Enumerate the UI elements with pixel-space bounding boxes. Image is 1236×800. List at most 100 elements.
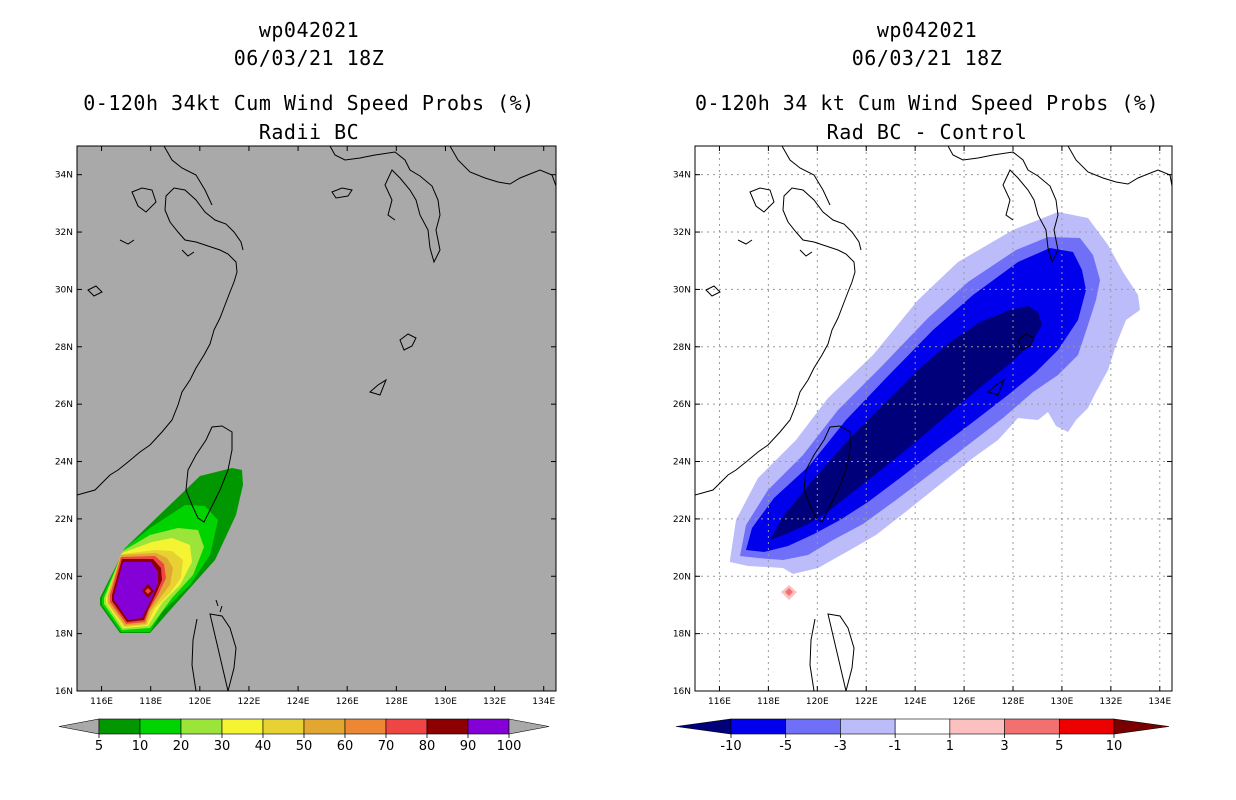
- x-tick-label: 128E: [385, 697, 408, 707]
- colorbar-label: 40: [255, 739, 272, 754]
- y-tick-label: 22N: [673, 515, 691, 525]
- y-tick-label: 24N: [673, 458, 691, 468]
- y-tick-label: 26N: [673, 400, 691, 410]
- colorbar-low-end: [58, 718, 100, 735]
- colorbar-segment: [426, 718, 469, 735]
- colorbar-segment: [949, 718, 1005, 735]
- contour-20: [104, 528, 204, 630]
- y-tick-label: 32N: [55, 228, 73, 238]
- colorbar-segment: [785, 718, 841, 735]
- colorbar-label: 70: [378, 739, 395, 754]
- y-tick-label: 22N: [55, 515, 73, 525]
- colorbar-label: -10: [720, 739, 741, 754]
- colorbar-label: 3: [1000, 739, 1008, 754]
- chart-subtitle: Radii BC: [258, 120, 360, 144]
- colorbar-segment: [180, 718, 223, 735]
- colorbar-high-end: [1113, 718, 1170, 735]
- colorbar-label: 100: [497, 739, 522, 754]
- x-tick-label: 128E: [1002, 697, 1025, 707]
- x-tick-label: 118E: [139, 697, 162, 707]
- map-background: [77, 146, 556, 691]
- x-tick-label: 118E: [757, 697, 780, 707]
- x-tick-label: 134E: [1148, 697, 1171, 707]
- x-tick-label: 130E: [434, 697, 457, 707]
- coastlines-right: [695, 146, 1172, 691]
- y-tick-label: 32N: [673, 228, 691, 238]
- colorbar-label: 30: [214, 739, 231, 754]
- y-tick-label: 34N: [673, 171, 691, 181]
- colorbar-right: -10 -5 -3 -1 1 3 5 10: [675, 718, 1170, 754]
- colorbar-segment: [1004, 718, 1060, 735]
- x-tick-label: 132E: [483, 697, 506, 707]
- y-tick-label: 30N: [673, 285, 691, 295]
- x-tick-label: 134E: [532, 697, 555, 707]
- y-tick-label: 18N: [55, 630, 73, 640]
- colorbar-segment: [303, 718, 346, 735]
- contour-minus-3: [740, 237, 1100, 560]
- colorbar-label: 5: [1055, 739, 1063, 754]
- storm-id: wp042021: [258, 18, 360, 42]
- contour-minus-10: [770, 306, 1042, 540]
- x-tick-label: 122E: [238, 697, 261, 707]
- colorbar-label: 10: [1106, 739, 1123, 754]
- left-panel: wp042021 06/03/21 18Z 0-120h 34kt Cum Wi…: [55, 18, 557, 754]
- y-tick-label: 28N: [673, 343, 691, 353]
- y-tick-label: 20N: [55, 572, 73, 582]
- coastlines: [77, 146, 556, 691]
- x-tick-label: 126E: [336, 697, 359, 707]
- x-tick-label: 116E: [90, 697, 113, 707]
- y-tick-label: 20N: [673, 572, 691, 582]
- colorbar-label: 10: [132, 739, 149, 754]
- colorbar-segment: [840, 718, 896, 735]
- x-tick-label: 130E: [1050, 697, 1073, 707]
- contour-40: [107, 550, 183, 627]
- colorbar-low-end: [675, 718, 732, 735]
- colorbar-label: 90: [460, 739, 477, 754]
- x-tick-label: 124E: [287, 697, 310, 707]
- datetime: 06/03/21 18Z: [233, 46, 385, 70]
- storm-id-right: wp042021: [876, 18, 978, 42]
- colorbar-segment: [385, 718, 428, 735]
- chart-title-right: 0-120h 34 kt Cum Wind Speed Probs (%): [694, 91, 1160, 115]
- colorbar-high-end: [508, 718, 550, 735]
- colorbar-label: -1: [889, 739, 902, 754]
- colorbar-segment: [730, 718, 787, 735]
- x-tick-label: 116E: [708, 697, 731, 707]
- contour-minus-5: [746, 248, 1086, 552]
- y-tick-label: 16N: [55, 687, 73, 697]
- chart-title: 0-120h 34kt Cum Wind Speed Probs (%): [83, 91, 535, 115]
- contour-70: [110, 556, 166, 624]
- contour-minus-1: [730, 212, 1140, 574]
- colorbar-label: 60: [337, 739, 354, 754]
- y-tick-label: 30N: [55, 285, 73, 295]
- x-tick-label: 126E: [953, 697, 976, 707]
- colorbar: 5 10 20 30 40 50 60 70 80 90 100: [58, 718, 550, 754]
- colorbar-label: 20: [173, 739, 190, 754]
- x-tick-label: 124E: [904, 697, 927, 707]
- contour-5: [100, 468, 243, 633]
- contour-plus-3: [781, 585, 797, 600]
- map-background-right: [695, 146, 1172, 691]
- colorbar-label: 50: [296, 739, 313, 754]
- y-tick-label: 24N: [55, 458, 73, 468]
- x-tick-label: 120E: [188, 697, 211, 707]
- colorbar-label: 5: [95, 739, 103, 754]
- colorbar-label: -3: [834, 739, 847, 754]
- y-tick-label: 18N: [673, 630, 691, 640]
- y-tick-label: 34N: [55, 171, 73, 181]
- colorbar-segment: [894, 718, 951, 735]
- right-panel: wp042021 06/03/21 18Z 0-120h 34 kt Cum W…: [618, 0, 1236, 800]
- y-tick-label: 16N: [673, 687, 691, 697]
- colorbar-segment: [344, 718, 387, 735]
- colorbar-segment: [262, 718, 305, 735]
- contour-10: [102, 505, 218, 632]
- contour-90: [112, 559, 162, 622]
- x-tick-label: 122E: [855, 697, 878, 707]
- datetime-right: 06/03/21 18Z: [851, 46, 1003, 70]
- x-tick-label: 120E: [806, 697, 829, 707]
- colorbar-label: 1: [946, 739, 954, 754]
- max-point-marker: [142, 584, 154, 598]
- contour-100: [114, 562, 158, 620]
- colorbar-segment: [221, 718, 264, 735]
- contour-60: [108, 553, 173, 626]
